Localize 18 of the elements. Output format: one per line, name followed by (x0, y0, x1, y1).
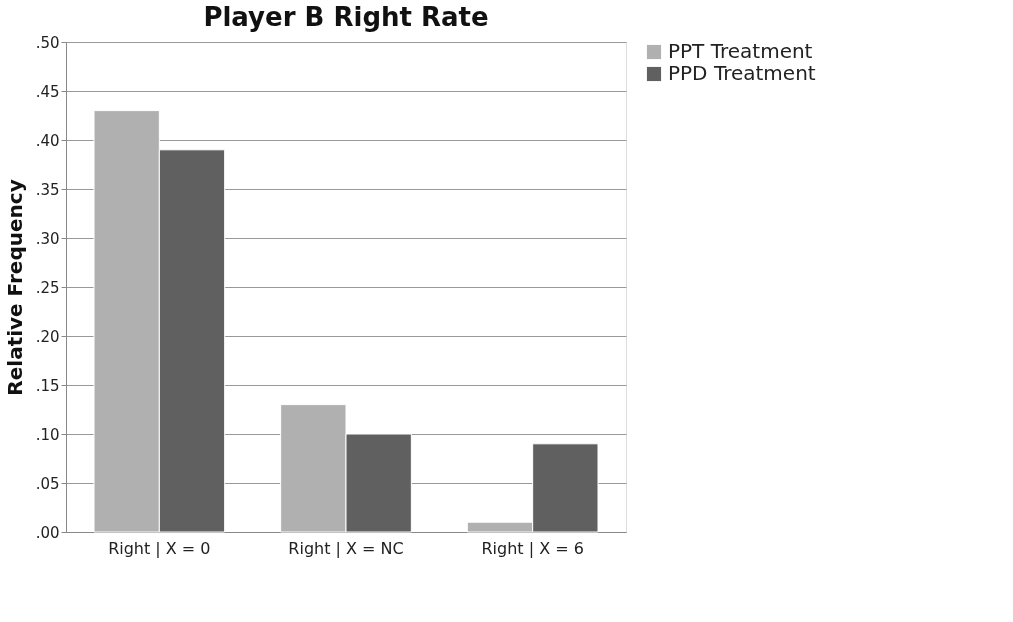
y-axis-title: Relative Frequency (2, 179, 27, 396)
legend-label: PPD Treatment (668, 61, 816, 85)
y-tick-label: .50 (35, 33, 60, 52)
y-tick-label: .35 (35, 180, 60, 199)
y-tick-label: .45 (35, 82, 60, 101)
y-tick-label: .30 (35, 229, 60, 248)
y-tick-label: .20 (35, 327, 60, 346)
legend-label: PPT Treatment (668, 39, 813, 63)
x-tick-label: Right | X = NC (288, 538, 404, 558)
y-tick-label: .10 (35, 425, 60, 444)
x-tick-label: Right | X = 0 (108, 538, 211, 558)
x-tick-label: Right | X = 6 (481, 538, 584, 558)
chart-title: Player B Right Rate (203, 2, 489, 32)
y-tick-label: .15 (35, 376, 60, 395)
y-tick-label: .05 (35, 474, 60, 493)
y-tick-label: .00 (35, 523, 60, 542)
y-tick-label: .40 (35, 131, 60, 150)
y-tick-label: .25 (35, 278, 60, 297)
